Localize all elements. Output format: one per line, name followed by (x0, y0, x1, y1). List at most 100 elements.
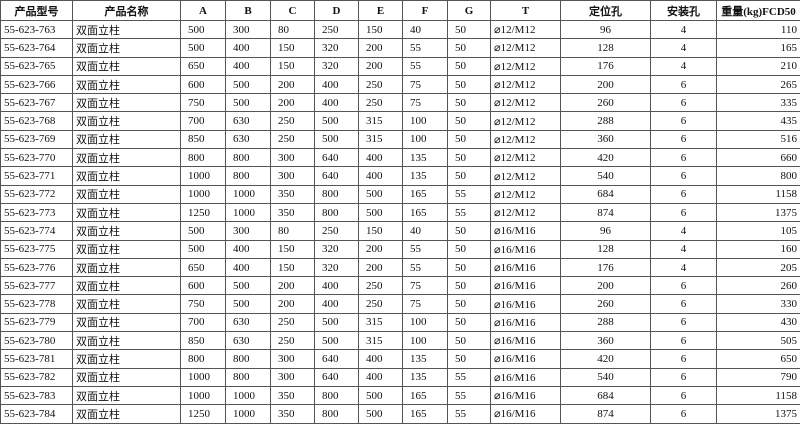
table-cell: 250 (271, 112, 315, 130)
table-cell: 176 (561, 57, 651, 75)
table-cell: 50 (448, 94, 491, 112)
table-cell: 128 (561, 39, 651, 57)
table-cell: 双面立柱 (73, 167, 181, 185)
table-cell: ⌀16/M16 (491, 332, 561, 350)
table-cell: 350 (271, 185, 315, 203)
table-cell: 800 (717, 167, 800, 185)
table-cell: 260 (717, 277, 800, 295)
table-cell: 684 (561, 386, 651, 404)
table-cell: 双面立柱 (73, 130, 181, 148)
table-cell: 260 (561, 295, 651, 313)
table-cell: 400 (226, 39, 271, 57)
table-cell: 55-623-772 (1, 185, 73, 203)
table-cell: 105 (717, 222, 800, 240)
table-cell: 200 (271, 94, 315, 112)
table-cell: 400 (359, 149, 403, 167)
table-cell: 640 (315, 167, 359, 185)
table-cell: 55-623-769 (1, 130, 73, 148)
table-cell: 6 (651, 405, 717, 423)
table-cell: 516 (717, 130, 800, 148)
table-cell: 320 (315, 57, 359, 75)
table-cell: 265 (717, 75, 800, 93)
table-cell: 双面立柱 (73, 258, 181, 276)
column-header: 重量(kg)FCD50 (717, 1, 800, 21)
table-cell: 双面立柱 (73, 222, 181, 240)
table-cell: 55-623-771 (1, 167, 73, 185)
table-cell: 300 (271, 167, 315, 185)
table-cell: 1250 (181, 405, 226, 423)
table-cell: 55-623-778 (1, 295, 73, 313)
table-cell: 40 (403, 222, 448, 240)
table-cell: 874 (561, 405, 651, 423)
table-cell: 50 (448, 295, 491, 313)
table-cell: 335 (717, 94, 800, 112)
table-cell: 500 (315, 332, 359, 350)
table-cell: 55-623-777 (1, 277, 73, 295)
table-cell: 200 (271, 75, 315, 93)
table-cell: 双面立柱 (73, 240, 181, 258)
table-cell: 200 (359, 258, 403, 276)
table-cell: 1250 (181, 203, 226, 221)
table-cell: 250 (359, 75, 403, 93)
table-cell: 50 (448, 258, 491, 276)
table-cell: 800 (181, 149, 226, 167)
table-cell: 135 (403, 350, 448, 368)
table-cell: 50 (448, 332, 491, 350)
table-cell: 55-623-780 (1, 332, 73, 350)
table-cell: 55 (403, 258, 448, 276)
table-cell: 600 (181, 75, 226, 93)
table-cell: 430 (717, 313, 800, 331)
table-cell: 6 (651, 295, 717, 313)
table-cell: 400 (359, 368, 403, 386)
table-cell: 400 (315, 94, 359, 112)
table-cell: 100 (403, 130, 448, 148)
table-cell: 4 (651, 57, 717, 75)
table-cell: 50 (448, 240, 491, 258)
table-cell: 双面立柱 (73, 75, 181, 93)
table-cell: 双面立柱 (73, 21, 181, 39)
table-cell: 500 (359, 185, 403, 203)
table-cell: 250 (359, 94, 403, 112)
column-header: T (491, 1, 561, 21)
table-cell: 100 (403, 112, 448, 130)
table-cell: 双面立柱 (73, 332, 181, 350)
table-cell: 6 (651, 203, 717, 221)
table-cell: 500 (315, 313, 359, 331)
table-cell: 128 (561, 240, 651, 258)
table-cell: 850 (181, 130, 226, 148)
table-cell: 双面立柱 (73, 350, 181, 368)
table-cell: 50 (448, 149, 491, 167)
table-cell: 500 (315, 112, 359, 130)
table-cell: 50 (448, 39, 491, 57)
table-cell: 400 (359, 350, 403, 368)
table-cell: 40 (403, 21, 448, 39)
table-cell: ⌀16/M16 (491, 386, 561, 404)
table-cell: 500 (181, 39, 226, 57)
table-cell: 55-623-779 (1, 313, 73, 331)
table-cell: 1000 (181, 368, 226, 386)
table-cell: 500 (359, 203, 403, 221)
table-cell: 288 (561, 112, 651, 130)
table-cell: 750 (181, 94, 226, 112)
table-cell: 260 (561, 94, 651, 112)
table-cell: 双面立柱 (73, 313, 181, 331)
table-cell: 500 (359, 386, 403, 404)
table-cell: 165 (403, 185, 448, 203)
table-cell: 500 (181, 222, 226, 240)
table-cell: ⌀12/M12 (491, 185, 561, 203)
table-cell: 640 (315, 149, 359, 167)
table-cell: ⌀16/M16 (491, 368, 561, 386)
table-cell: 800 (315, 386, 359, 404)
